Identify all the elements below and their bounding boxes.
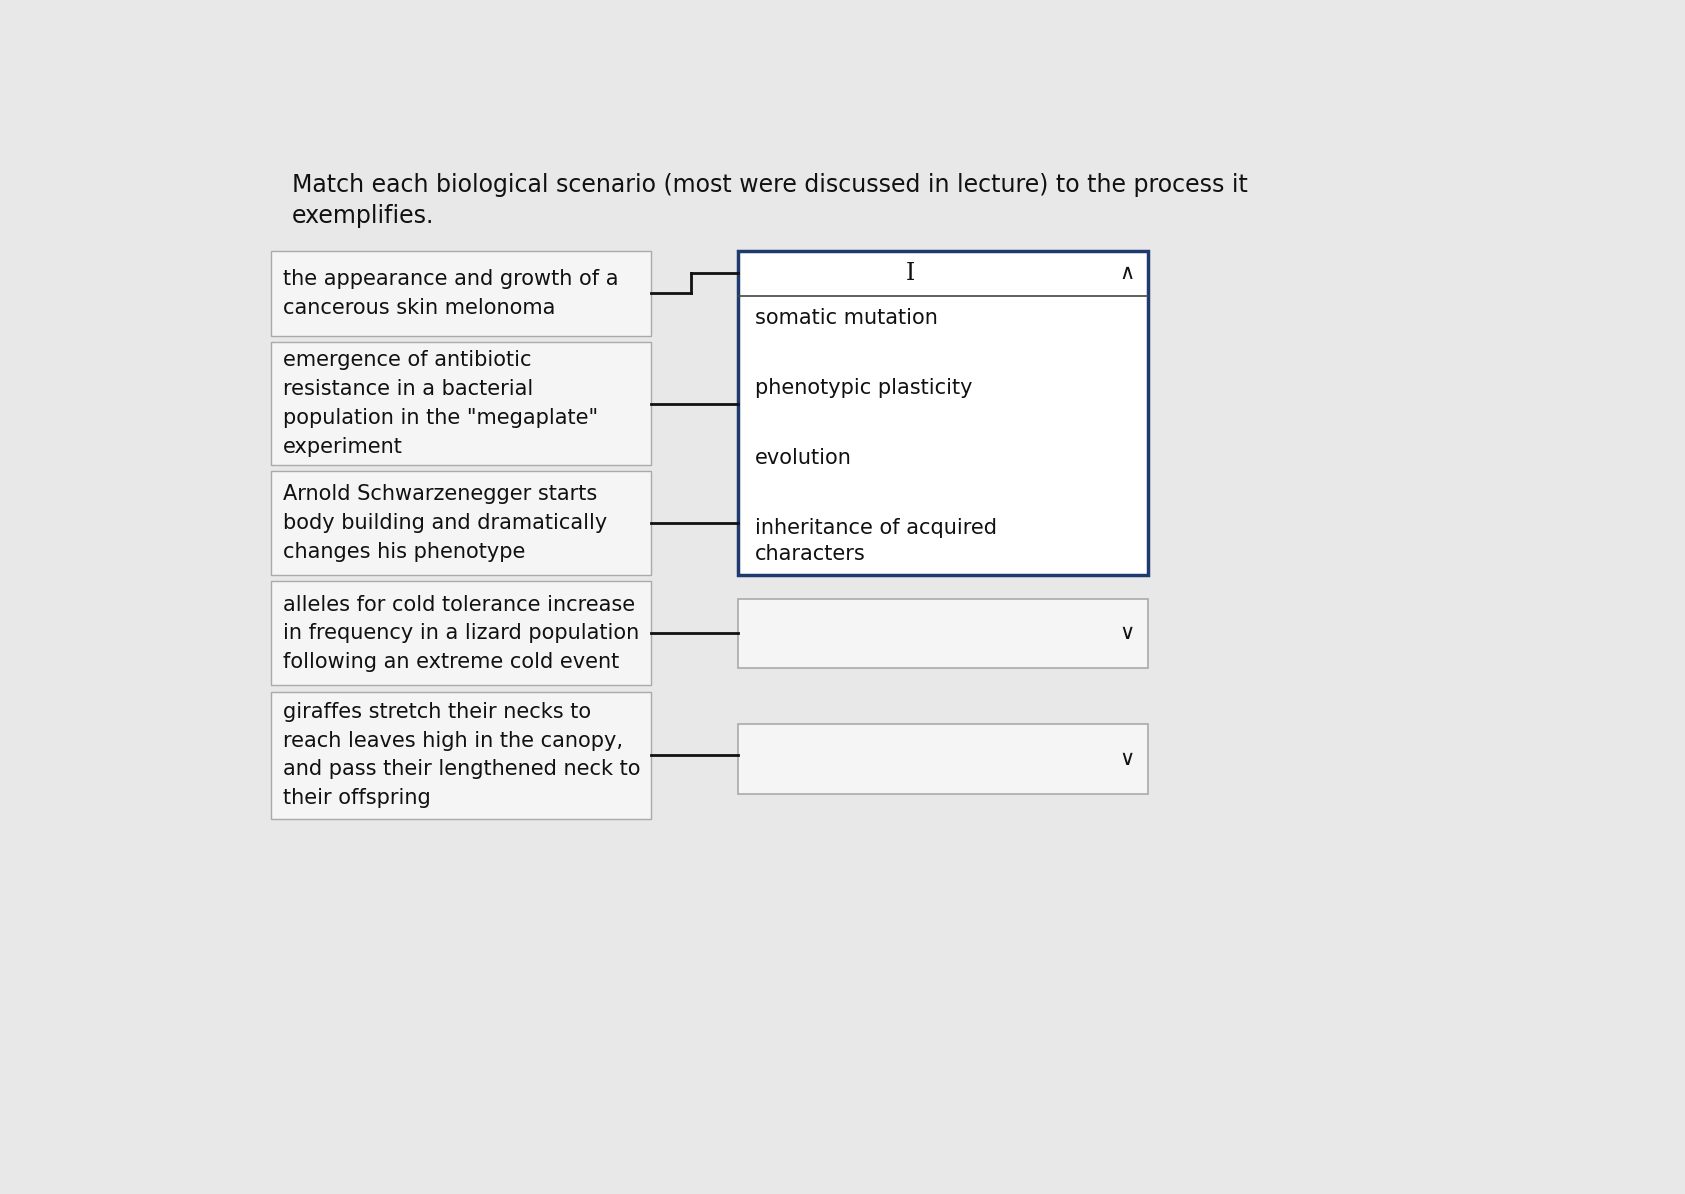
Text: phenotypic plasticity: phenotypic plasticity <box>755 378 972 398</box>
Text: ∨: ∨ <box>1119 749 1134 769</box>
Text: Match each biological scenario (most were discussed in lecture) to the process i: Match each biological scenario (most wer… <box>292 173 1249 228</box>
FancyBboxPatch shape <box>271 581 650 685</box>
Text: Arnold Schwarzenegger starts
body building and dramatically
changes his phenotyp: Arnold Schwarzenegger starts body buildi… <box>283 485 607 562</box>
Text: ∨: ∨ <box>1119 623 1134 644</box>
Text: evolution: evolution <box>755 448 851 468</box>
FancyBboxPatch shape <box>738 598 1149 667</box>
Text: the appearance and growth of a
cancerous skin melonoma: the appearance and growth of a cancerous… <box>283 269 618 318</box>
Text: giraffes stretch their necks to
reach leaves high in the canopy,
and pass their : giraffes stretch their necks to reach le… <box>283 702 640 808</box>
Text: ∧: ∧ <box>1119 264 1134 283</box>
FancyBboxPatch shape <box>738 725 1149 794</box>
Text: somatic mutation: somatic mutation <box>755 308 937 328</box>
Text: emergence of antibiotic
resistance in a bacterial
population in the "megaplate"
: emergence of antibiotic resistance in a … <box>283 350 598 457</box>
Text: alleles for cold tolerance increase
in frequency in a lizard population
followin: alleles for cold tolerance increase in f… <box>283 595 639 672</box>
FancyBboxPatch shape <box>271 251 650 336</box>
Text: inheritance of acquired
characters: inheritance of acquired characters <box>755 518 996 565</box>
FancyBboxPatch shape <box>271 341 650 466</box>
Text: I: I <box>905 261 915 285</box>
FancyBboxPatch shape <box>271 472 650 576</box>
FancyBboxPatch shape <box>271 691 650 819</box>
FancyBboxPatch shape <box>738 251 1149 576</box>
